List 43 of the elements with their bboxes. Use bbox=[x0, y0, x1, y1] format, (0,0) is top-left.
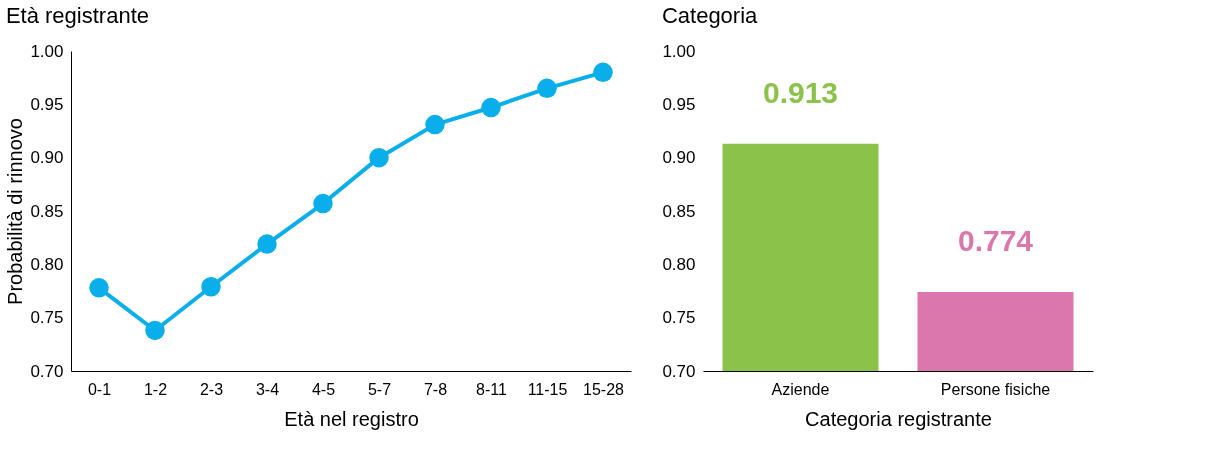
x-axis-title: Età nel registro bbox=[284, 407, 419, 430]
data-label: 0.913 bbox=[762, 75, 839, 109]
y-tick-label: 0.80 bbox=[30, 254, 64, 274]
y-tick-label: 1.00 bbox=[662, 41, 696, 61]
x-tick-label: Aziende bbox=[771, 380, 830, 398]
point bbox=[369, 147, 389, 168]
data-label: 0.774 bbox=[957, 224, 1034, 258]
x-tick-label: 5-7 bbox=[367, 380, 392, 398]
point bbox=[425, 114, 445, 135]
x-tick-label: 15-28 bbox=[583, 380, 625, 398]
x-tick-label: 7-8 bbox=[423, 380, 448, 398]
x-tick-label: 3-4 bbox=[255, 380, 280, 398]
point bbox=[145, 320, 165, 341]
y-tick-label: 0.80 bbox=[662, 254, 696, 274]
point bbox=[89, 278, 109, 298]
y-tick-label: 0.95 bbox=[30, 94, 64, 114]
point bbox=[537, 78, 557, 99]
x-tick-label: 4-5 bbox=[311, 380, 336, 398]
chart-title: Età registrante bbox=[5, 3, 149, 28]
y-tick-label: 0.85 bbox=[662, 201, 696, 221]
x-axis-title: Categoria registrante bbox=[805, 407, 992, 430]
x-tick-label: 0-1 bbox=[87, 380, 112, 398]
point bbox=[481, 97, 501, 118]
point bbox=[257, 234, 277, 254]
x-tick-label: 1-2 bbox=[143, 380, 168, 398]
y-tick-label: 1.00 bbox=[30, 41, 64, 61]
point bbox=[313, 193, 333, 214]
y-tick-label: 0.90 bbox=[30, 148, 64, 168]
y-tick-label: 0.75 bbox=[662, 308, 696, 328]
point bbox=[201, 277, 221, 297]
y-tick-label: 0.70 bbox=[30, 361, 64, 381]
x-tick-label: 11-15 bbox=[527, 380, 568, 398]
y-tick-label: 0.75 bbox=[30, 308, 64, 328]
chart-title: Categoria bbox=[661, 3, 759, 28]
y-tick-label: 0.70 bbox=[662, 361, 696, 381]
x-tick-label: 2-3 bbox=[199, 380, 224, 398]
x-tick-label: Persone fisiche bbox=[940, 380, 1051, 398]
y-tick-label: 0.85 bbox=[30, 201, 64, 221]
y-tick-label: 0.90 bbox=[662, 148, 696, 168]
y-axis-title: Probabilità di rinnovo bbox=[4, 118, 27, 305]
point bbox=[593, 62, 613, 83]
x-tick-label: 8-11 bbox=[476, 380, 508, 398]
y-tick-label: 0.95 bbox=[662, 94, 696, 114]
